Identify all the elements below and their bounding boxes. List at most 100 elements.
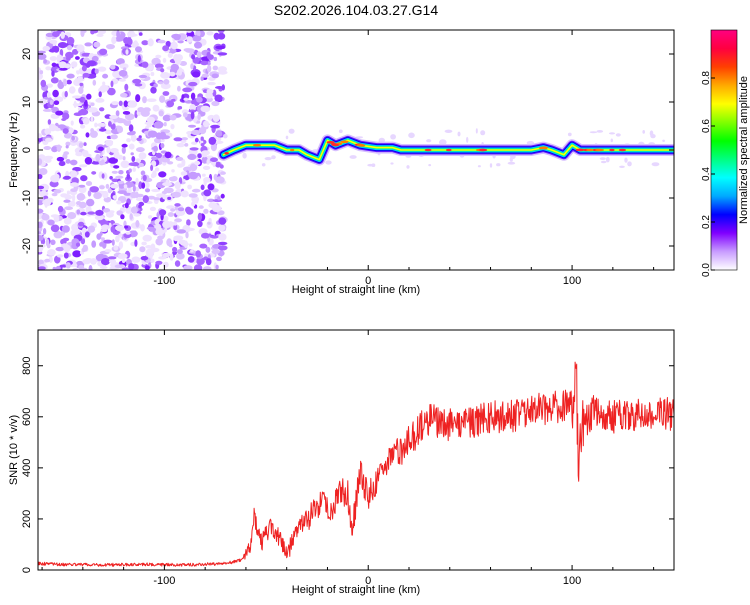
noise-blob [196, 51, 202, 58]
noise-blob [160, 143, 165, 149]
noise-blob [104, 129, 112, 135]
noise-blob [163, 79, 170, 85]
noise-blob [166, 205, 175, 210]
noise-blob [201, 156, 208, 164]
noise-blob [116, 200, 122, 205]
noise-blob [466, 136, 469, 143]
noise-blob [181, 109, 189, 115]
noise-blob [88, 265, 93, 270]
noise-blob [215, 45, 226, 50]
noise-blob [38, 266, 46, 270]
noise-blob [426, 139, 432, 143]
noise-blob [177, 163, 184, 168]
noise-blob [43, 146, 52, 150]
noise-blob [378, 137, 385, 143]
noise-blob [133, 40, 138, 47]
noise-blob [182, 87, 193, 93]
noise-blob [43, 59, 47, 64]
spectrogram-ytick-label: 10 [21, 96, 33, 108]
noise-blob [128, 168, 132, 173]
noise-blob [38, 158, 43, 166]
noise-blob [121, 259, 126, 263]
noise-blob [63, 244, 71, 253]
noise-blob [190, 249, 194, 253]
noise-blob [196, 96, 203, 103]
noise-blob [157, 39, 166, 44]
noise-blob [158, 256, 167, 260]
noise-blob [56, 54, 63, 60]
tone-peak [290, 148, 295, 152]
noise-blob [122, 156, 126, 161]
tone-peak [586, 148, 594, 152]
noise-blob [90, 102, 95, 107]
noise-blob [97, 30, 106, 35]
noise-blob [38, 133, 43, 139]
noise-blob [138, 181, 143, 190]
noise-blob [116, 125, 124, 134]
noise-blob [212, 65, 218, 71]
noise-blob [94, 68, 99, 74]
noise-blob [173, 224, 178, 231]
noise-blob [619, 165, 625, 168]
noise-blob [159, 95, 166, 103]
noise-blob [120, 46, 130, 50]
noise-blob [149, 227, 157, 232]
noise-blob [47, 219, 55, 226]
noise-blob [150, 86, 157, 94]
noise-blob [56, 156, 65, 162]
tone-peak [224, 152, 229, 155]
noise-blob [444, 129, 453, 133]
noise-blob [160, 72, 171, 79]
noise-blob [182, 112, 188, 118]
noise-blob [110, 80, 114, 88]
noise-blob [85, 181, 93, 186]
noise-blob [177, 106, 183, 110]
noise-blob [174, 218, 183, 223]
noise-blob [169, 71, 176, 77]
noise-blob [599, 157, 606, 161]
tone-peak [479, 148, 486, 152]
noise-blob [114, 225, 125, 232]
noise-blob [46, 83, 53, 88]
noise-blob [53, 173, 60, 180]
noise-blob [102, 190, 109, 199]
noise-blob [123, 100, 128, 108]
noise-blob [338, 129, 343, 134]
noise-blob [194, 160, 201, 166]
noise-blob [111, 178, 119, 183]
noise-blob [59, 67, 68, 71]
noise-blob [97, 59, 101, 65]
noise-blob [130, 152, 134, 156]
snr-ytick-label: 400 [21, 459, 33, 477]
noise-blob [72, 48, 79, 55]
noise-blob [211, 249, 220, 254]
noise-blob [285, 135, 289, 140]
noise-blob [153, 121, 164, 129]
noise-blob [188, 109, 197, 113]
noise-blob [211, 73, 219, 79]
noise-blob [142, 195, 149, 204]
noise-blob [141, 241, 147, 246]
noise-blob [63, 175, 71, 180]
noise-blob [66, 79, 72, 85]
noise-blob [107, 188, 112, 194]
noise-blob [79, 208, 86, 213]
noise-blob [325, 160, 332, 165]
noise-blob [112, 230, 121, 235]
spectrogram-xtick-label: 0 [365, 275, 371, 287]
noise-blob [50, 239, 56, 246]
noise-blob [163, 122, 167, 127]
noise-blob [127, 186, 132, 194]
noise-blob [107, 87, 116, 96]
noise-blob [49, 56, 58, 61]
noise-blob [146, 116, 155, 124]
noise-blob [206, 89, 214, 94]
noise-blob [66, 45, 73, 51]
tone-peak [356, 144, 365, 147]
noise-blob [66, 36, 75, 45]
noise-blob [171, 169, 175, 173]
noise-blob [72, 167, 82, 172]
colorbar-tick-label: 0.4 [701, 167, 712, 181]
noise-blob [118, 253, 128, 259]
noise-blob [53, 215, 60, 223]
